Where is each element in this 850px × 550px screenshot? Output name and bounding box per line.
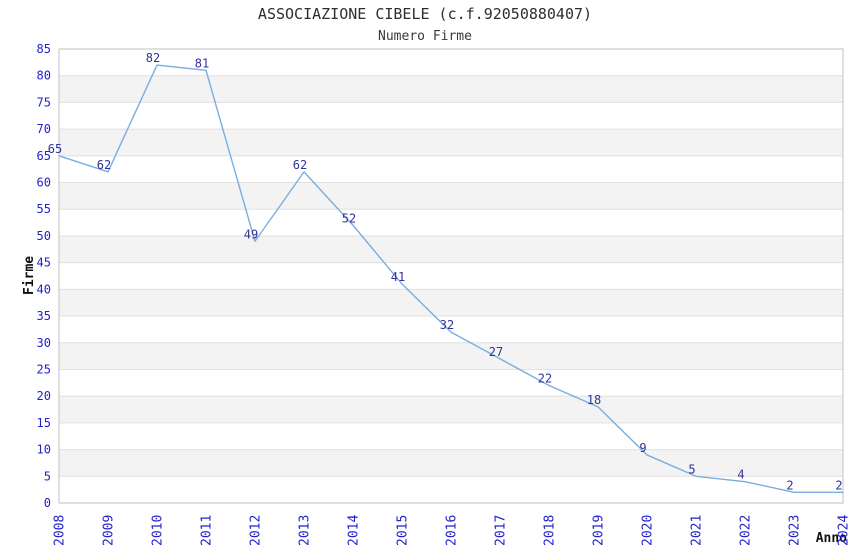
x-tick-label: 2014 <box>347 515 362 546</box>
x-tick-label: 2017 <box>494 515 509 546</box>
point-label: 32 <box>440 318 454 332</box>
x-tick-label: 2011 <box>200 515 215 546</box>
x-tick-label: 2019 <box>592 515 607 546</box>
series-line <box>58 64 844 494</box>
x-tick-label: 2021 <box>690 515 705 546</box>
x-tick-label: 2009 <box>102 515 117 546</box>
y-tick-label: 10 <box>37 443 51 457</box>
grid-band <box>59 342 843 370</box>
y-tick-label: 50 <box>37 229 51 243</box>
grid-band <box>59 289 843 317</box>
y-tick-label: 55 <box>37 202 51 216</box>
point-label: 82 <box>146 51 160 65</box>
y-tick-label: 65 <box>37 149 51 163</box>
y-tick-label: 45 <box>37 256 51 270</box>
y-tick-label: 5 <box>44 469 51 483</box>
point-label: 22 <box>538 371 552 385</box>
y-tick-label: 40 <box>37 282 51 296</box>
point-label: 2 <box>786 478 793 492</box>
plot-border <box>58 48 844 504</box>
point-label: 49 <box>244 227 258 241</box>
chart-title: ASSOCIAZIONE CIBELE (c.f.92050880407) <box>258 5 592 23</box>
point-label: 62 <box>97 158 111 172</box>
point-label: 18 <box>587 393 601 407</box>
x-tick-label: 2015 <box>396 515 411 546</box>
plot-gridlines <box>59 75 843 477</box>
x-tick-label: 2020 <box>641 515 656 546</box>
grid-band <box>59 449 843 477</box>
y-tick-label: 70 <box>37 122 51 136</box>
x-tick-label: 2022 <box>739 515 754 546</box>
y-tick-label: 20 <box>37 389 51 403</box>
point-label: 81 <box>195 56 209 70</box>
x-tick-label: 2016 <box>445 515 460 546</box>
y-axis-title: Firme <box>22 256 37 295</box>
grid-band <box>59 129 843 156</box>
y-axis-ticks: 0 5 10 15 20 25 30 35 40 45 50 55 60 65 70 75 80 85 <box>37 42 51 510</box>
chart-subtitle: Numero Firme <box>378 29 472 44</box>
y-tick-label: 35 <box>37 309 51 323</box>
point-label: 27 <box>489 345 503 359</box>
grid-band <box>59 396 843 423</box>
grid-band <box>59 182 843 210</box>
x-tick-label: 2012 <box>249 515 264 546</box>
x-tick-label: 2018 <box>543 515 558 546</box>
grid-band <box>59 235 843 263</box>
point-label: 65 <box>48 142 62 156</box>
grid-band <box>59 75 843 103</box>
x-tick-label: 2024 <box>837 515 850 546</box>
y-tick-label: 30 <box>37 336 51 350</box>
x-tick-label: 2023 <box>788 515 803 546</box>
point-label: 41 <box>391 270 405 284</box>
point-label: 2 <box>835 478 842 492</box>
y-tick-label: 80 <box>37 69 51 83</box>
point-label: 9 <box>639 441 646 455</box>
plot-bands <box>59 75 843 477</box>
point-label: 5 <box>688 462 695 476</box>
point-label: 62 <box>293 158 307 172</box>
x-tick-label: 2013 <box>298 515 313 546</box>
x-axis-ticks: 2008 2009 2010 2011 2012 2013 2014 2015 2016 2017… <box>53 515 850 546</box>
point-label: 4 <box>737 468 744 482</box>
y-tick-label: 85 <box>37 42 51 56</box>
x-tick-label: 2008 <box>53 515 68 546</box>
y-tick-label: 60 <box>37 176 51 190</box>
x-axis-title: Anno <box>816 531 847 546</box>
y-tick-label: 15 <box>37 416 51 430</box>
x-tick-label: 2010 <box>151 515 166 546</box>
y-tick-label: 25 <box>37 362 51 376</box>
y-tick-label: 75 <box>37 95 51 109</box>
y-tick-label: 0 <box>44 496 51 510</box>
point-label: 52 <box>342 211 356 225</box>
